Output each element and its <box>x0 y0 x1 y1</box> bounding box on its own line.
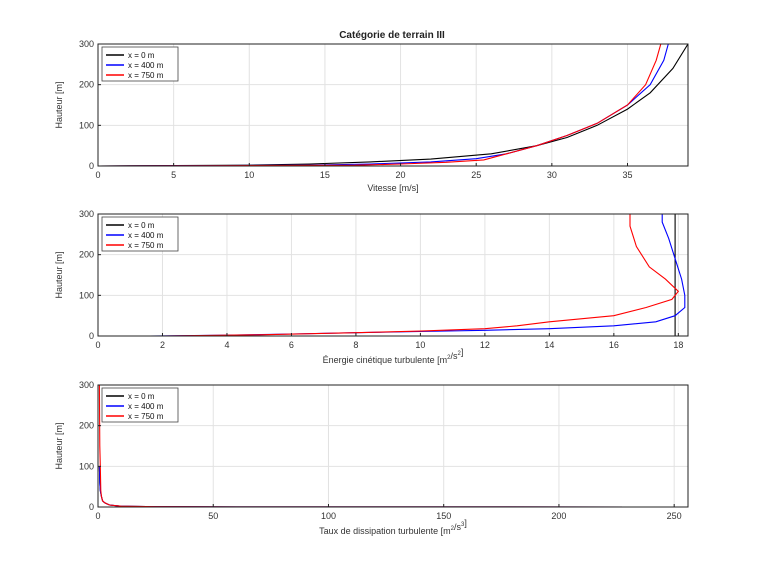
y-tick-label: 300 <box>79 380 94 390</box>
legend-entry: x = 0 m <box>128 51 155 60</box>
x-tick-label: 0 <box>95 511 100 521</box>
y-tick-label: 0 <box>89 502 94 512</box>
x-tick-label: 0 <box>95 340 100 350</box>
y-tick-label: 200 <box>79 80 94 90</box>
y-tick-label: 100 <box>79 461 94 471</box>
x-tick-label: 10 <box>244 170 254 180</box>
x-tick-label: 100 <box>321 511 336 521</box>
x-tick-label: 25 <box>471 170 481 180</box>
y-tick-label: 0 <box>89 161 94 171</box>
plot-area <box>97 384 689 508</box>
axes-frame <box>97 213 689 337</box>
axes-frame <box>97 384 689 508</box>
y-tick-label: 100 <box>79 120 94 130</box>
panel-dissipation: 0 50 100 150 200 250 0 100 200 300 Taux de dissipa… <box>54 380 689 536</box>
x-tick-label: 2 <box>160 340 165 350</box>
x-tick-label: 4 <box>224 340 229 350</box>
y-axis-label: Hauteur [m] <box>54 422 64 469</box>
y-tick-label: 300 <box>79 39 94 49</box>
legend: x = 0 mx = 400 mx = 750 m <box>101 216 179 252</box>
y-axis-label: Hauteur [m] <box>54 81 64 128</box>
y-tick-label: 0 <box>89 331 94 341</box>
y-tick-label: 200 <box>79 421 94 431</box>
legend-entry: x = 750 m <box>128 71 164 80</box>
x-axis-label: Vitesse [m/s] <box>367 183 418 193</box>
x-tick-label: 150 <box>436 511 451 521</box>
panel-turbulent-energy: 0 2 4 6 8 10 12 14 16 18 0 100 200 300 Énergie cinétiq… <box>54 209 689 365</box>
y-tick-label: 100 <box>79 290 94 300</box>
panel-speed: 0 5 10 15 20 25 30 35 0 100 200 300 Vitesse [m/s] Hau… <box>54 39 689 193</box>
x-axis-label: Énergie cinétique turbulente [m2/s2] <box>323 347 464 365</box>
plot-area <box>97 43 689 167</box>
x-tick-label: 15 <box>320 170 330 180</box>
x-tick-label: 20 <box>396 170 406 180</box>
legend-entry: x = 0 m <box>128 221 155 230</box>
legend: x = 0 mx = 400 mx = 750 m <box>101 46 179 82</box>
legend-entry: x = 750 m <box>128 412 164 421</box>
x-tick-label: 30 <box>547 170 557 180</box>
y-tick-label: 300 <box>79 209 94 219</box>
x-tick-label: 8 <box>353 340 358 350</box>
plot-area <box>97 213 689 337</box>
x-tick-label: 5 <box>171 170 176 180</box>
legend-entry: x = 750 m <box>128 241 164 250</box>
legend-entry: x = 400 m <box>128 402 164 411</box>
legend-entry: x = 400 m <box>128 61 164 70</box>
x-tick-label: 50 <box>208 511 218 521</box>
x-tick-label: 35 <box>622 170 632 180</box>
x-tick-label: 200 <box>551 511 566 521</box>
x-tick-label: 12 <box>480 340 490 350</box>
series-line-1 <box>452 214 676 336</box>
legend-entry: x = 0 m <box>128 392 155 401</box>
x-tick-label: 16 <box>609 340 619 350</box>
series-line-3 <box>162 214 680 336</box>
x-tick-label: 14 <box>544 340 554 350</box>
x-tick-label: 6 <box>289 340 294 350</box>
x-axis-label: Taux de dissipation turbulente [m2/s3] <box>319 518 467 536</box>
y-axis-label: Hauteur [m] <box>54 251 64 298</box>
y-tick-label: 200 <box>79 250 94 260</box>
x-tick-label: 10 <box>415 340 425 350</box>
axes-frame <box>97 43 689 167</box>
x-tick-label: 250 <box>667 511 682 521</box>
chart-title: Catégorie de terrain III <box>339 30 445 41</box>
x-tick-label: 0 <box>95 170 100 180</box>
legend-entry: x = 400 m <box>128 231 164 240</box>
legend: x = 0 mx = 400 mx = 750 m <box>101 387 179 423</box>
x-tick-label: 18 <box>673 340 683 350</box>
